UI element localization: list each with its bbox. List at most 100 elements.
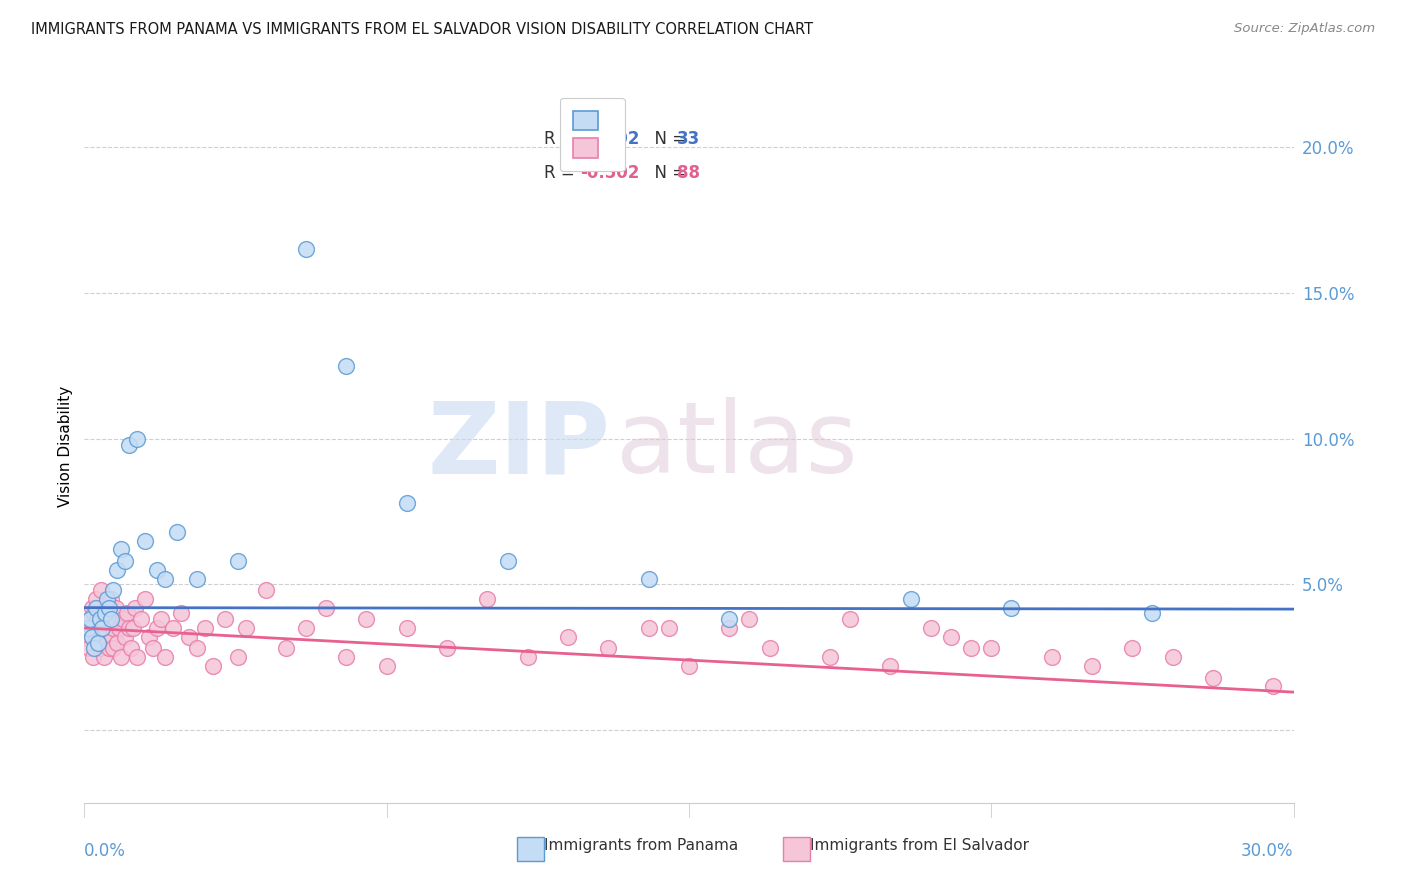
Point: [395, 496, 418, 510]
Point: [105, 635, 128, 649]
Point: [1040, 650, 1063, 665]
Point: [125, 432, 148, 446]
Point: [153, 650, 176, 665]
Point: [162, 621, 184, 635]
Point: [758, 641, 780, 656]
Point: [900, 591, 922, 606]
Point: [101, 621, 124, 635]
Point: [1161, 650, 1184, 665]
Point: [118, 437, 141, 451]
Point: [129, 612, 152, 626]
Point: [110, 542, 132, 557]
Point: [100, 591, 122, 606]
Y-axis label: Vision Disability: Vision Disability: [58, 385, 73, 507]
Point: [315, 600, 337, 615]
Text: Source: ZipAtlas.com: Source: ZipAtlas.com: [1234, 22, 1375, 36]
Point: [110, 650, 132, 665]
Point: [153, 572, 176, 586]
Point: [718, 612, 741, 626]
Point: [202, 659, 225, 673]
Text: N =: N =: [644, 164, 692, 182]
Point: [980, 641, 1002, 656]
Point: [436, 641, 458, 656]
Point: [87, 635, 110, 649]
Point: [120, 641, 142, 656]
Point: [146, 563, 169, 577]
Point: [83, 607, 105, 621]
Point: [125, 650, 148, 665]
Point: [658, 621, 681, 635]
Point: [226, 554, 249, 568]
Point: [105, 563, 128, 577]
Point: [90, 583, 112, 598]
Text: R =: R =: [544, 130, 579, 148]
Point: [111, 612, 134, 626]
Text: Immigrants from Panama: Immigrants from Panama: [544, 838, 738, 853]
Point: [114, 554, 136, 568]
Point: [118, 621, 141, 635]
Point: [77, 621, 100, 635]
Point: [89, 612, 111, 626]
Point: [80, 600, 103, 615]
Point: [121, 621, 143, 635]
Point: [149, 612, 172, 626]
Point: [86, 600, 108, 615]
Point: [1202, 671, 1225, 685]
Point: [920, 621, 942, 635]
Text: 0.0%: 0.0%: [84, 842, 127, 860]
Point: [375, 659, 398, 673]
Text: atlas: atlas: [616, 398, 858, 494]
Point: [89, 641, 111, 656]
Point: [107, 621, 129, 635]
Point: [100, 630, 122, 644]
Point: [226, 650, 249, 665]
Point: [101, 583, 124, 598]
Point: [103, 641, 125, 656]
Point: [170, 607, 193, 621]
Point: [166, 524, 188, 539]
Point: [104, 612, 127, 626]
Point: [1081, 659, 1104, 673]
Point: [818, 650, 841, 665]
Point: [86, 591, 108, 606]
Point: [93, 650, 115, 665]
Point: [104, 600, 127, 615]
Point: [91, 621, 114, 635]
Point: [496, 554, 519, 568]
Point: [214, 612, 236, 626]
Legend: , : ,: [560, 97, 624, 171]
Point: [274, 641, 297, 656]
Point: [477, 591, 499, 606]
Point: [89, 621, 111, 635]
Point: [86, 612, 108, 626]
Point: [186, 572, 208, 586]
Point: [91, 630, 114, 644]
Point: [738, 612, 761, 626]
Point: [97, 612, 120, 626]
Point: [146, 621, 169, 635]
Point: [114, 630, 136, 644]
Point: [93, 607, 115, 621]
Point: [79, 612, 101, 626]
Text: -0.002: -0.002: [581, 130, 640, 148]
Point: [356, 612, 378, 626]
Point: [235, 621, 257, 635]
Point: [335, 650, 357, 665]
Point: [124, 600, 146, 615]
Text: Immigrants from El Salvador: Immigrants from El Salvador: [810, 838, 1029, 853]
Point: [84, 630, 107, 644]
Point: [96, 600, 118, 615]
Point: [960, 641, 983, 656]
Point: [97, 600, 120, 615]
Point: [879, 659, 901, 673]
Point: [134, 533, 156, 548]
Text: ZIP: ZIP: [427, 398, 610, 494]
Point: [82, 650, 104, 665]
Point: [97, 635, 120, 649]
Point: [254, 583, 277, 598]
Text: -0.502: -0.502: [581, 164, 640, 182]
Point: [718, 621, 741, 635]
Point: [598, 641, 620, 656]
Point: [186, 641, 208, 656]
Text: 88: 88: [676, 164, 700, 182]
